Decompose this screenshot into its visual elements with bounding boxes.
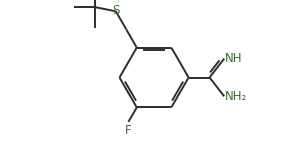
Text: F: F	[125, 124, 131, 137]
Text: NH₂: NH₂	[225, 90, 248, 103]
Text: S: S	[113, 4, 120, 17]
Text: NH: NH	[225, 52, 243, 65]
